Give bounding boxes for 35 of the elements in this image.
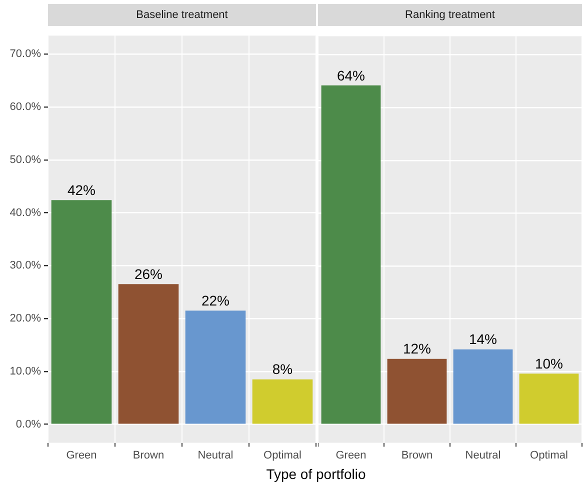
data-label: 64% [336,67,366,84]
x-axis-title: Type of portfolio [265,466,367,482]
y-tick-label: 70.0% [10,48,42,60]
data-label: 26% [134,266,163,282]
y-tick-label: 20.0% [10,312,42,325]
data-label: 14% [468,331,498,348]
bar [321,85,381,424]
y-tick-label: 40.0% [10,206,42,219]
x-tick-label: Green [336,449,366,462]
bar [387,358,447,424]
x-tick-label: Neutral [198,449,234,462]
y-tick-label: 0.0% [16,418,42,430]
bar [453,349,513,424]
bar [118,284,179,424]
bar [252,379,313,424]
bar [51,200,112,424]
x-tick-label: Brown [132,449,164,462]
y-tick-label: 30.0% [10,260,42,272]
data-label: 8% [272,361,293,378]
y-tick-label: 60.0% [10,101,42,114]
x-tick-label: Optimal [264,449,302,462]
data-label: 10% [534,356,564,372]
y-tick-label: 50.0% [10,154,42,166]
bar [185,310,246,424]
x-tick-label: Optimal [530,449,568,462]
x-tick-label: Neutral [465,449,501,462]
y-tick-label: 10.0% [10,365,42,378]
bar [519,374,579,424]
x-tick-label: Brown [401,449,433,462]
data-label: 22% [201,292,230,308]
chart-title: Ranking treatment [318,4,582,26]
chart-title: Baseline treatment [48,4,316,26]
data-label: 12% [402,340,432,357]
data-label: 42% [67,182,96,198]
x-tick-label: Green [66,449,97,462]
